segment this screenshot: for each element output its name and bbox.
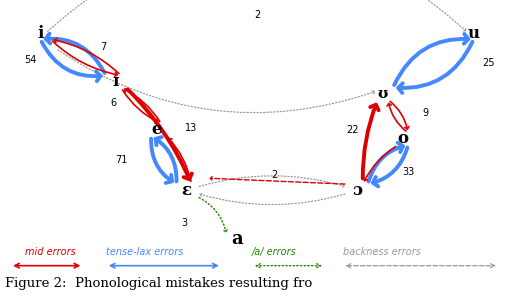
Text: 54: 54 (24, 55, 36, 65)
Text: 2: 2 (254, 10, 260, 20)
Text: 25: 25 (483, 59, 495, 68)
Text: a: a (231, 229, 243, 248)
Text: o: o (397, 130, 409, 148)
Text: ʊ: ʊ (378, 87, 388, 101)
Text: i: i (37, 25, 44, 42)
Text: ɔ: ɔ (353, 182, 363, 199)
Text: ɛ: ɛ (181, 182, 192, 199)
Text: mid errors: mid errors (25, 247, 76, 257)
Text: 3: 3 (181, 218, 187, 229)
Text: 33: 33 (402, 167, 414, 177)
Text: 2: 2 (271, 170, 278, 180)
Text: Figure 2:  Phonological mistakes resulting fro: Figure 2: Phonological mistakes resultin… (5, 277, 313, 290)
Text: ɪ: ɪ (113, 73, 119, 90)
Text: 6: 6 (111, 98, 117, 108)
Text: /a/ errors: /a/ errors (252, 247, 297, 257)
Text: 9: 9 (423, 108, 429, 118)
Text: u: u (468, 25, 480, 42)
Text: backness errors: backness errors (343, 247, 420, 257)
Text: e: e (151, 121, 161, 138)
Text: 22: 22 (346, 125, 359, 135)
Text: 7: 7 (100, 42, 106, 52)
Text: 71: 71 (115, 155, 127, 165)
Text: tense-lax errors: tense-lax errors (106, 247, 183, 257)
Text: 13: 13 (186, 123, 198, 133)
